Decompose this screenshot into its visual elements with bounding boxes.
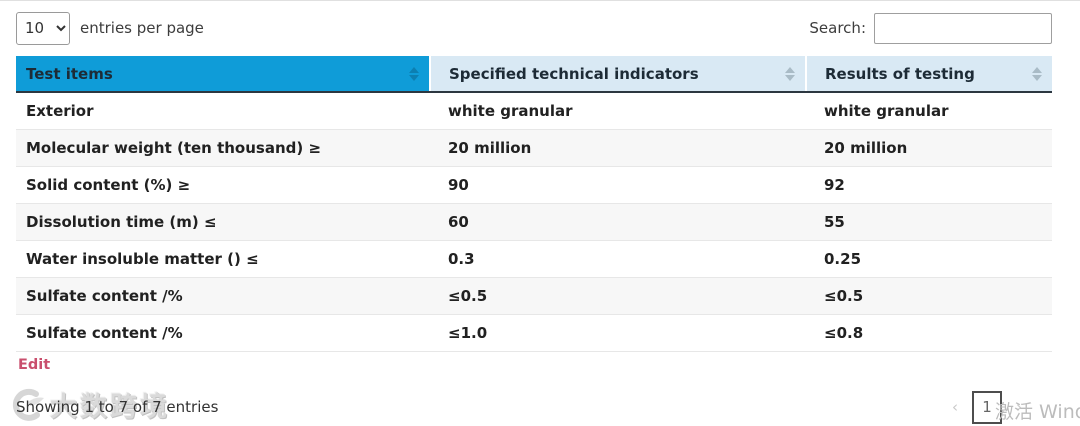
- edit-link[interactable]: Edit: [18, 356, 51, 373]
- cell-test-item: Solid content (%) ≥: [16, 166, 430, 204]
- cell-test-item: Sulfate content /%: [16, 277, 430, 315]
- search-label: Search:: [809, 19, 866, 37]
- cell-indicator: ≤0.5: [430, 277, 806, 315]
- cell-result: ≤0.5: [806, 277, 1052, 315]
- pagination: ‹ 1 ›: [952, 390, 1022, 424]
- search-input[interactable]: [874, 12, 1052, 44]
- table-row: Dissolution time (m) ≤ 60 55: [16, 203, 1052, 241]
- column-header-specified-indicators[interactable]: Specified technical indicators: [430, 56, 807, 93]
- cell-result: 55: [806, 203, 1052, 241]
- page-length-control: 10 entries per page: [16, 11, 204, 45]
- results-table: Test items Specified technical indicator…: [16, 56, 1052, 352]
- next-page-icon[interactable]: ›: [1016, 397, 1022, 416]
- cell-test-item: Molecular weight (ten thousand) ≥: [16, 129, 430, 167]
- sort-icon[interactable]: [1032, 66, 1042, 81]
- entries-info: Showing 1 to 7 of 7 entries: [16, 398, 219, 416]
- table-row: Water insoluble matter () ≤ 0.3 0.25: [16, 240, 1052, 278]
- cell-test-item: Sulfate content /%: [16, 314, 430, 352]
- cell-indicator: 90: [430, 166, 806, 204]
- entries-per-page-label: entries per page: [80, 19, 204, 37]
- cell-result: ≤0.8: [806, 314, 1052, 352]
- column-header-results[interactable]: Results of testing: [806, 56, 1052, 93]
- cell-test-item: Water insoluble matter () ≤: [16, 240, 430, 278]
- cell-indicator: white granular: [430, 92, 806, 130]
- table-controls: 10 entries per page Search:: [16, 11, 1052, 45]
- table-row: Sulfate content /% ≤0.5 ≤0.5: [16, 277, 1052, 315]
- sort-icon[interactable]: [409, 66, 419, 81]
- cell-test-item: Dissolution time (m) ≤: [16, 203, 430, 241]
- cell-result: white granular: [806, 92, 1052, 130]
- cell-test-item: Exterior: [16, 92, 430, 130]
- cell-indicator: ≤1.0: [430, 314, 806, 352]
- cell-result: 0.25: [806, 240, 1052, 278]
- cell-result: 92: [806, 166, 1052, 204]
- sort-icon[interactable]: [785, 66, 795, 81]
- table-row: Molecular weight (ten thousand) ≥ 20 mil…: [16, 129, 1052, 167]
- table-header-row: Test items Specified technical indicator…: [16, 56, 1052, 93]
- column-header-test-items[interactable]: Test items: [16, 56, 431, 93]
- table-row: Solid content (%) ≥ 90 92: [16, 166, 1052, 204]
- cell-result: 20 million: [806, 129, 1052, 167]
- table-footer: Showing 1 to 7 of 7 entries ‹ 1 ›: [16, 390, 1052, 424]
- previous-page-icon[interactable]: ‹: [952, 397, 958, 416]
- table-row: Exterior white granular white granular: [16, 92, 1052, 130]
- page-1-button[interactable]: 1: [972, 390, 1002, 424]
- cell-indicator: 0.3: [430, 240, 806, 278]
- table-row: Sulfate content /% ≤1.0 ≤0.8: [16, 314, 1052, 352]
- cell-indicator: 60: [430, 203, 806, 241]
- search-control: Search:: [809, 12, 1052, 44]
- cell-indicator: 20 million: [430, 129, 806, 167]
- entries-per-page-select[interactable]: 10: [16, 11, 70, 45]
